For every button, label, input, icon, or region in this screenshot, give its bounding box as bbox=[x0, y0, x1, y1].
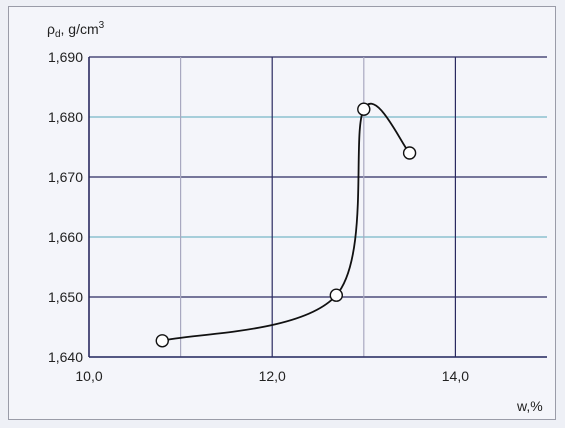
x-tick-label: 12,0 bbox=[259, 368, 286, 384]
series bbox=[155, 102, 417, 348]
y-axis-label: ρd, g/cm3 bbox=[47, 20, 105, 40]
series-line bbox=[162, 102, 411, 342]
data-point bbox=[329, 288, 344, 302]
axes bbox=[88, 57, 547, 358]
y-tick-label: 1,650 bbox=[48, 289, 83, 305]
y-tick-label: 1,660 bbox=[48, 229, 83, 245]
data-point bbox=[155, 334, 169, 348]
y-tick-label: 1,680 bbox=[48, 109, 83, 125]
data-point bbox=[402, 146, 417, 160]
tick-labels: 1,640 1,650 1,660 1,670 1,680 1,690 10,0 12,0 14… bbox=[48, 49, 469, 384]
x-tick-label: 10,0 bbox=[75, 368, 102, 384]
x-tick-label: 14,0 bbox=[442, 368, 469, 384]
data-point bbox=[357, 102, 371, 116]
line-chart: 1,640 1,650 1,660 1,670 1,680 1,690 10,0 12,0 14… bbox=[47, 20, 547, 414]
y-tick-label: 1,670 bbox=[48, 169, 83, 185]
grid bbox=[89, 56, 547, 358]
x-axis-label: w,% bbox=[516, 398, 543, 414]
y-tick-label: 1,690 bbox=[48, 49, 83, 65]
chart-frame: 1,640 1,650 1,660 1,670 1,680 1,690 10,0 12,0 14… bbox=[8, 6, 556, 420]
y-tick-label: 1,640 bbox=[48, 349, 83, 365]
